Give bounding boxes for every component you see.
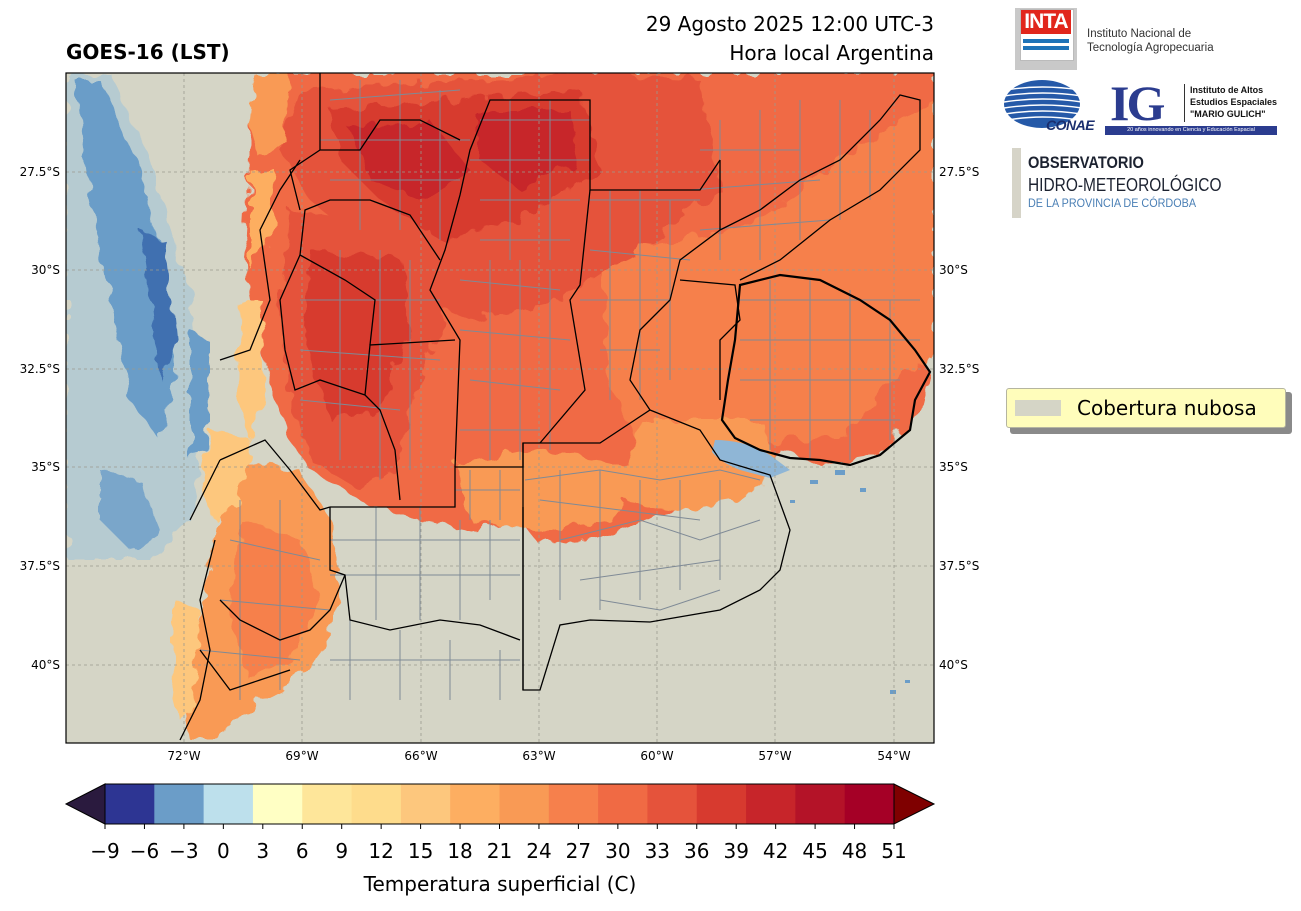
lat-label: 32.5°S (20, 362, 60, 376)
colorbar-bin (598, 784, 649, 824)
conae-logo-word: CONAE (1046, 117, 1095, 133)
colorbar-tick-label: 27 (566, 839, 591, 863)
lat-label: 30°S (939, 263, 968, 277)
lon-label: 57°W (758, 749, 791, 763)
lon-label: 60°W (640, 749, 673, 763)
colorbar-bin (746, 784, 796, 824)
colorbar-bin (696, 784, 747, 824)
ig-logo-divider (1184, 84, 1185, 122)
colorbar-tick-label: 3 (256, 839, 269, 863)
lat-label: 37.5°S (939, 559, 979, 573)
map-frame (65, 72, 935, 744)
ig-line1: Instituto de Altos (1190, 85, 1264, 95)
colorbar-bin (351, 784, 402, 824)
province-borders (179, 73, 921, 741)
colorbar-bins (105, 784, 895, 824)
colorbar-bin (844, 784, 895, 824)
lat-label: 40°S (939, 658, 968, 672)
colorbar-tick-label: 42 (763, 839, 788, 863)
colorbar-tick-label: 33 (645, 839, 670, 863)
ig-logo-letters: IG (1110, 75, 1165, 131)
colorbar-tick-label: 39 (723, 839, 748, 863)
colorbar-bin (400, 784, 451, 824)
colorbar-ticks: −9 −6 −3 0 3 6 9 12 15 18 21 24 27 30 33 36 39 42 45 48 51 (90, 824, 907, 863)
colorbar-tick-label: 48 (842, 839, 867, 863)
colorbar-bin (548, 784, 599, 824)
colorbar-bin (203, 784, 254, 824)
colorbar-bin (647, 784, 698, 824)
colorbar-tick-label: 30 (605, 839, 630, 863)
lon-label: 66°W (404, 749, 437, 763)
temperature-map: 27.5°S 30°S 32.5°S 35°S 37.5°S 40°S 27.5… (20, 72, 979, 763)
colorbar-bin (252, 784, 303, 824)
colorbar-bin (302, 784, 353, 824)
scattered-cold-pixels (790, 470, 910, 694)
local-time-subtitle: Hora local Argentina (729, 41, 934, 65)
colorbar-bin (105, 784, 155, 824)
latitude-labels-left: 27.5°S 30°S 32.5°S 35°S 37.5°S 40°S (20, 165, 60, 672)
lat-label: 27.5°S (20, 165, 60, 179)
colorbar-tick-label: 6 (296, 839, 309, 863)
lon-label: 63°W (522, 749, 555, 763)
colorbar-tick-label: 12 (368, 839, 393, 863)
lat-label: 40°S (31, 658, 60, 672)
colorbar-tick-label: 24 (526, 839, 551, 863)
lon-label: 72°W (167, 749, 200, 763)
map-title: GOES-16 (LST) (66, 40, 230, 64)
colorbar-tick-label: −6 (130, 839, 159, 863)
colorbar-tick-label: −3 (169, 839, 198, 863)
observatorio-province: DE LA PROVINCIA DE CÓRDOBA (1028, 196, 1197, 210)
lon-label: 54°W (877, 749, 910, 763)
colorbar-over-triangle (893, 783, 936, 825)
inta-name: Instituto Nacional de Tecnología Agropec… (1087, 27, 1214, 55)
observatorio-bar (1012, 148, 1021, 218)
colorbar-tick-label: 51 (881, 839, 906, 863)
colorbar-bin (450, 784, 501, 824)
lon-label: 69°W (285, 749, 318, 763)
rio-de-la-plata (712, 440, 790, 478)
colorbar-bin (499, 784, 550, 824)
lat-label: 32.5°S (939, 362, 979, 376)
colorbar-tick-label: 0 (217, 839, 230, 863)
colorbar-tick-label: 36 (684, 839, 709, 863)
colorbar-under-triangle (64, 783, 106, 825)
ig-institute-name: Instituto de Altos Estudios Espaciales "… (1190, 84, 1277, 120)
ig-line3: "MARIO GULICH" (1190, 109, 1266, 119)
inta-stripe (1023, 46, 1069, 50)
inta-name-line1: Instituto Nacional de (1087, 28, 1192, 40)
colorbar-axis-label: Temperatura superficial (C) (363, 872, 637, 896)
colorbar-bin (795, 784, 846, 824)
colorbar-tick-label: 9 (335, 839, 348, 863)
cloud-legend-label: Cobertura nubosa (1077, 396, 1257, 420)
ig-logo-band: 20 años innovando en Ciencia y Educación… (1105, 126, 1277, 135)
observatorio-title: OBSERVATORIO (1028, 153, 1144, 172)
lat-label: 35°S (31, 460, 60, 474)
lat-label: 27.5°S (939, 165, 979, 179)
ig-line2: Estudios Espaciales (1190, 97, 1278, 107)
inta-stripe (1023, 39, 1069, 43)
longitude-labels: 72°W 69°W 66°W 63°W 60°W 57°W 54°W (167, 749, 910, 763)
colorbar: −9 −6 −3 0 3 6 9 12 15 18 21 24 27 30 33 36 39 42 45 48 51 T… (64, 783, 936, 896)
inta-name-line2: Tecnología Agropecuaria (1087, 42, 1214, 54)
colorbar-bin (154, 784, 205, 824)
inta-logo-word: INTA (1021, 10, 1071, 34)
valid-datetime: 29 Agosto 2025 12:00 UTC-3 (645, 12, 934, 36)
cloud-legend-swatch (1015, 400, 1061, 416)
colorbar-tick-label: 45 (802, 839, 827, 863)
colorbar-tick-label: 21 (487, 839, 512, 863)
colorbar-tick-label: −9 (90, 839, 119, 863)
uruguay-border (720, 273, 932, 467)
observatorio-subtitle: HIDRO-METEOROLÓGICO (1028, 175, 1222, 195)
latitude-labels-right: 27.5°S 30°S 32.5°S 35°S 37.5°S 40°S (939, 165, 979, 672)
map-field (66, 73, 934, 743)
conae-logo (1004, 80, 1083, 128)
lat-label: 35°S (939, 460, 968, 474)
lat-label: 30°S (31, 263, 60, 277)
lat-label: 37.5°S (20, 559, 60, 573)
cold-band-andes (66, 73, 210, 560)
colorbar-tick-label: 18 (447, 839, 472, 863)
colorbar-tick-label: 15 (408, 839, 433, 863)
